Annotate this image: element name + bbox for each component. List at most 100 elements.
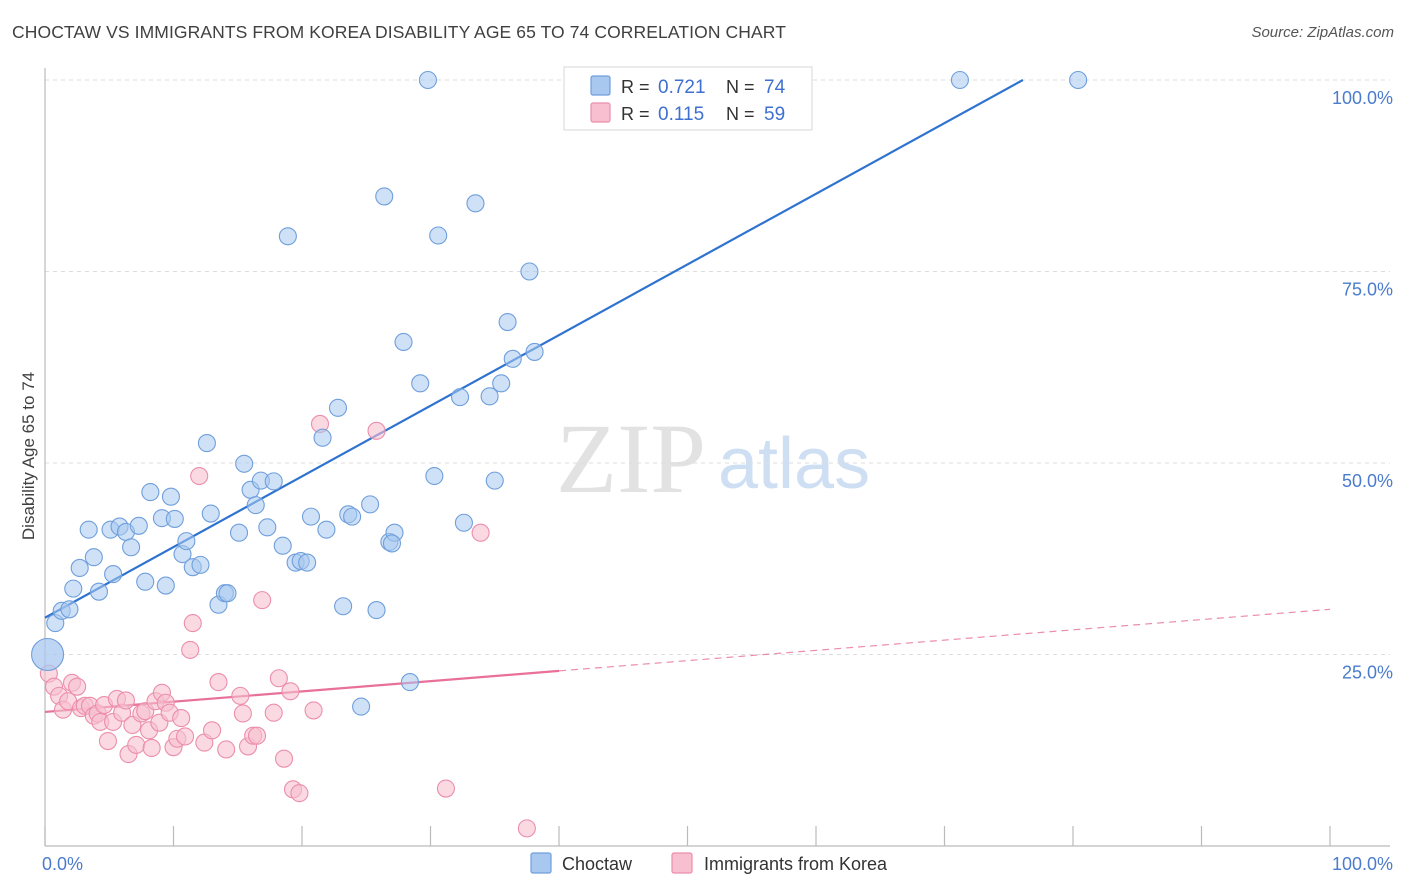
choctaw-point-41 (298, 553, 317, 572)
watermark-zip: ZIP (556, 403, 706, 514)
gridlines (45, 79, 1390, 655)
choctaw-point-30 (229, 523, 249, 542)
choctaw-point-3 (60, 600, 79, 619)
trend-lines (44, 79, 1331, 714)
choctaw-point-71 (1069, 70, 1088, 90)
korea-point-58 (471, 523, 490, 542)
x-tick-label-min: 0.0% (42, 854, 83, 874)
choctaw-point-46 (334, 597, 353, 616)
choctaw-point-49 (361, 495, 380, 514)
choctaw-point-20 (165, 509, 184, 528)
choctaw-point-51 (375, 187, 394, 206)
korea-point-49 (269, 669, 288, 688)
choctaw-point-38 (278, 227, 297, 246)
choctaw-point-54 (394, 332, 413, 352)
choctaw-point-43 (313, 428, 332, 447)
choctaw-point-64 (485, 471, 504, 490)
choctaw-point-61 (454, 513, 473, 532)
choctaw-point-26 (201, 504, 220, 523)
korea-point-21 (127, 735, 146, 754)
korea-point-39 (203, 721, 222, 740)
korea-point-50 (274, 749, 294, 768)
legend-r-value-choctaw: 0.721 (658, 77, 706, 98)
series-legend: Choctaw Immigrants from Korea (530, 852, 888, 874)
choctaw-point-72 (352, 697, 371, 716)
choctaw-point-45 (328, 398, 348, 417)
choctaw-point-14 (129, 516, 148, 535)
korea-point-34 (176, 727, 195, 746)
choctaw-point-66 (498, 313, 517, 332)
legend-r-label-korea: R = (621, 104, 650, 124)
legend-n-value-choctaw: 74 (764, 77, 786, 98)
korea-point-41 (217, 740, 236, 759)
choctaw-point-44 (317, 520, 336, 539)
korea-point-54 (304, 701, 323, 720)
axes (44, 68, 1390, 847)
legend-n-value-korea: 59 (764, 104, 785, 125)
legend-n-label-choctaw: N = (726, 77, 755, 97)
bottom-legend-swatch-korea (671, 852, 693, 874)
korea-point-57 (436, 779, 455, 798)
choctaw-point-29 (218, 584, 237, 603)
chart-title: CHOCTAW VS IMMIGRANTS FROM KOREA DISABIL… (12, 22, 786, 42)
choctaw-points (31, 70, 1088, 716)
y-tick-label-1: 50.0% (1342, 471, 1393, 491)
bottom-legend-swatch-choctaw (530, 852, 552, 874)
choctaw-point-60 (451, 388, 470, 407)
source-credit: Source: ZipAtlas.com (1251, 24, 1394, 41)
legend-swatch-korea (590, 102, 611, 123)
choctaw-point-5 (70, 558, 89, 577)
korea-point-47 (253, 591, 272, 610)
korea-point-14 (98, 732, 118, 751)
korea-point-25 (142, 738, 161, 758)
choctaw-point-67 (503, 349, 522, 368)
korea-point-59 (517, 819, 536, 838)
choctaw-point-6 (79, 520, 98, 539)
watermark-atlas: atlas (718, 424, 870, 504)
choctaw-point-37 (273, 536, 292, 555)
korea-points (39, 414, 536, 838)
y-tick-label-2: 75.0% (1342, 280, 1393, 300)
choctaw-point-18 (156, 576, 175, 595)
choctaw-point-35 (258, 518, 277, 537)
choctaw-point-55 (400, 673, 419, 692)
legend-r-value-korea: 0.115 (658, 104, 704, 125)
korea-point-35 (181, 640, 200, 659)
korea-point-40 (209, 673, 228, 692)
choctaw-point-63 (480, 387, 499, 406)
korea-point-37 (190, 466, 209, 486)
choctaw-point-50 (367, 601, 386, 620)
choctaw-point-4 (64, 579, 83, 598)
choctaw-point-42 (301, 507, 321, 526)
korea-point-6 (68, 677, 87, 696)
choctaw-point-56 (411, 374, 430, 393)
bottom-legend-label-korea: Immigrants from Korea (704, 854, 888, 874)
choctaw-point-16 (141, 483, 160, 502)
choctaw-point-73 (382, 534, 402, 553)
y-tick-label-0: 25.0% (1342, 663, 1393, 683)
korea-point-42 (231, 686, 250, 705)
choctaw-point-8 (89, 582, 109, 601)
y-axis-title: Disability Age 65 to 74 (19, 372, 38, 540)
correlation-legend: R = 0.721 N = 74 R = 0.115 N = 59 (563, 66, 813, 131)
choctaw-point-0 (31, 637, 65, 672)
choctaw-point-68 (520, 262, 539, 281)
korea-point-56 (367, 421, 386, 440)
korea-point-18 (116, 691, 136, 710)
choctaw-point-57 (418, 70, 437, 90)
choctaw-point-58 (429, 226, 448, 245)
choctaw-point-70 (950, 70, 969, 90)
korea-point-48 (264, 703, 283, 722)
x-tick-label-max: 100.0% (1332, 854, 1393, 874)
legend-n-label-korea: N = (726, 104, 755, 124)
choctaw-point-59 (425, 466, 444, 486)
korea-point-46 (247, 726, 267, 745)
choctaw-point-33 (246, 496, 265, 515)
choctaw-point-10 (104, 565, 123, 584)
korea-point-53 (290, 784, 309, 803)
y-tick-labels: 25.0% 50.0% 75.0% 100.0% (1332, 88, 1393, 683)
choctaw-point-19 (161, 487, 180, 506)
choctaw-point-25 (197, 434, 216, 453)
choctaw-point-22 (177, 532, 196, 551)
